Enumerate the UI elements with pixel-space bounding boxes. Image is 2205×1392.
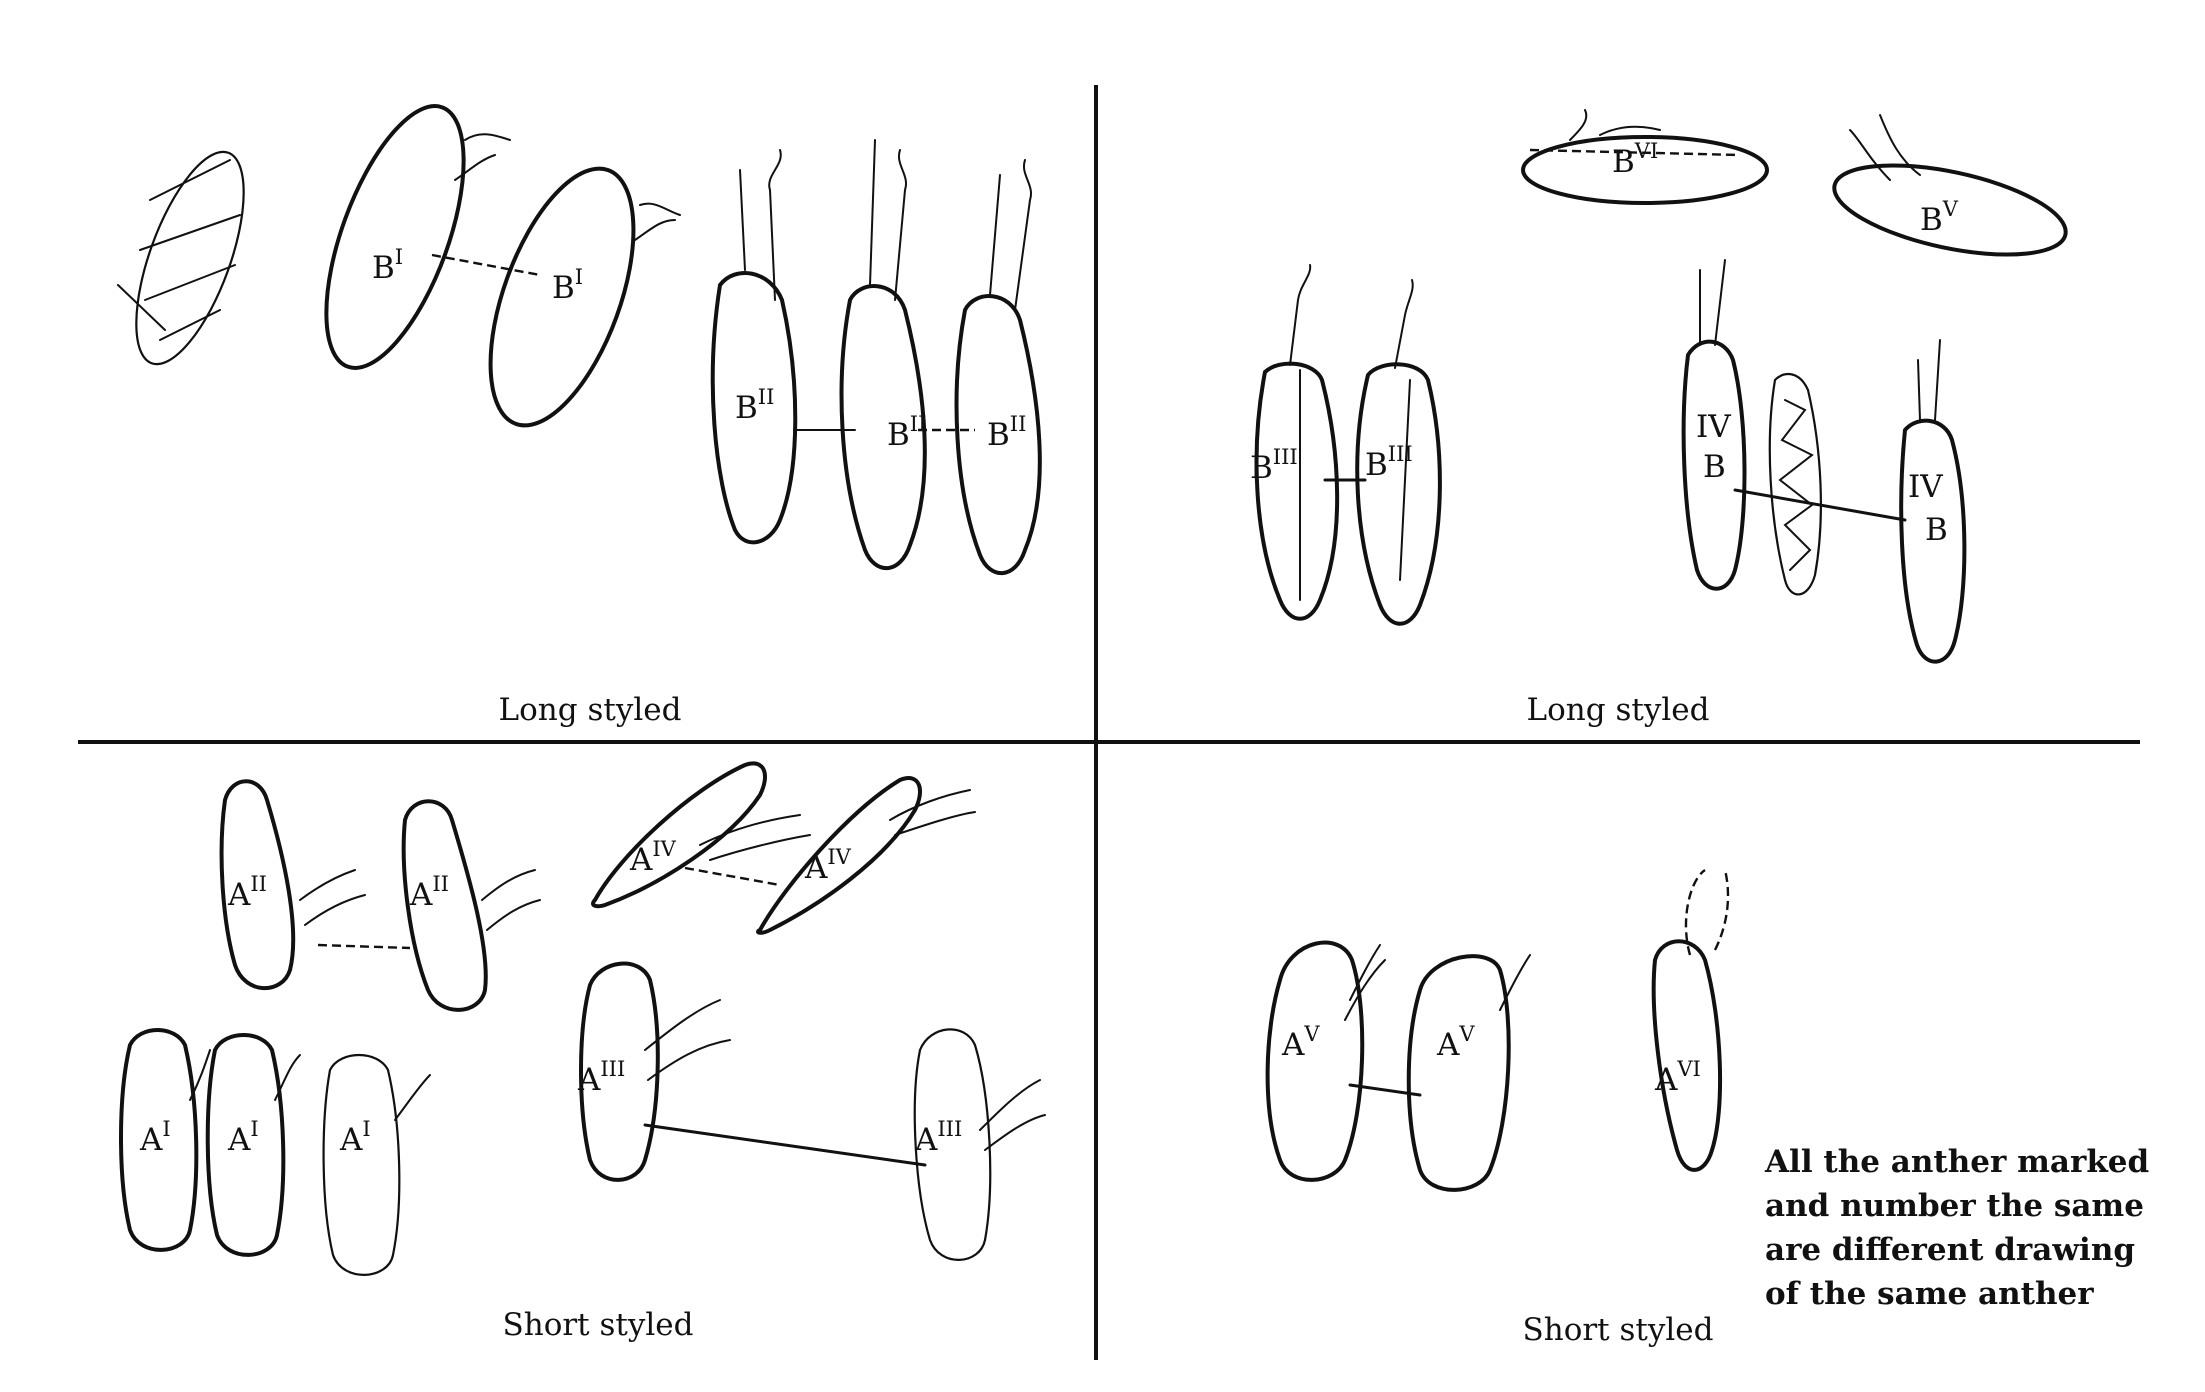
link-a4 (684, 866, 781, 887)
label-a1-c: AI (339, 1117, 371, 1158)
label-a4-left: AIV (629, 837, 677, 878)
label-b4-left: IV (1696, 409, 1731, 445)
label-a1-a: AI (139, 1117, 171, 1158)
label-b1-right: BI (552, 265, 583, 306)
anther-hatched (1768, 372, 1822, 596)
label-b2-b: BII (887, 412, 926, 453)
panel-bottom-right: AV AV AVI All the anther marked and numb… (1265, 869, 2149, 1348)
anther-b2-a (710, 149, 798, 545)
label-a6: AVI (1654, 1057, 1701, 1098)
label-a2-right: AII (409, 872, 449, 913)
label-b4-right: IV (1908, 469, 1943, 505)
label-b3-left: BIII (1250, 445, 1298, 486)
label-a4-right: AIV (804, 845, 852, 886)
note-line-2: and number the same (1765, 1188, 2144, 1224)
label-a3-left: AIII (577, 1057, 625, 1098)
caption-bottom-right: Short styled (1523, 1312, 1714, 1348)
link-b4 (1733, 488, 1907, 522)
anther-a3-left (579, 961, 731, 1182)
anther-a2-left (219, 779, 366, 991)
anther-a3-right (913, 1028, 1046, 1261)
caption-top-left: Long styled (499, 692, 682, 728)
label-b4-left-letter: B (1703, 449, 1726, 485)
note-line-4: of the same anther (1765, 1276, 2094, 1312)
anther-b6 (1521, 109, 1769, 205)
anther-a1-a (119, 1028, 211, 1252)
panel-bottom-left: AII AII AIV AIV AI AI AI AIII AIII Short… (119, 761, 1046, 1343)
panel-top-left: BI BI BII BII BII Long styled (117, 104, 1042, 728)
anther-b2-b (839, 139, 927, 571)
anther-b4-right (1899, 339, 1967, 664)
anther-b1-left (324, 104, 511, 370)
label-a1-b: AI (227, 1117, 259, 1158)
anther-b3-left (1254, 264, 1340, 621)
link-a3 (643, 1123, 927, 1167)
panel-top-right: BVI BV BIII BIII IV B IV B Long styled (1250, 109, 2068, 728)
link-a5 (1348, 1083, 1422, 1097)
anther-b5 (1832, 114, 2068, 257)
anther-a4-left (591, 761, 811, 909)
label-a3-right: AIII (914, 1117, 962, 1158)
link-a2 (317, 943, 411, 950)
label-a5-right: AV (1436, 1022, 1475, 1063)
label-b2-c: BII (987, 412, 1026, 453)
anther-b1-right (488, 166, 681, 428)
label-b5: BV (1920, 197, 1959, 238)
label-b1-left: BI (372, 245, 403, 286)
anther-a6 (1651, 869, 1730, 1172)
label-a5-left: AV (1281, 1022, 1320, 1063)
label-b4-right-letter: B (1925, 512, 1948, 548)
anther-a1-c (322, 1053, 431, 1276)
anther-a5-right (1406, 954, 1531, 1192)
label-b2-a: BII (735, 385, 774, 426)
anther-a4-right (756, 776, 976, 935)
explanatory-note: All the anther marked and number the sam… (1764, 1144, 2149, 1312)
note-line-3: are different drawing (1765, 1232, 2135, 1268)
anther-a5-left (1265, 940, 1386, 1182)
anther-a2-right (401, 799, 541, 1012)
label-b6: BVI (1612, 139, 1658, 180)
label-a2-left: AII (227, 872, 267, 913)
note-line-1: All the anther marked (1764, 1144, 2149, 1180)
anther-b2-c (954, 159, 1042, 576)
anther-unlabeled (117, 150, 245, 366)
caption-bottom-left: Short styled (503, 1307, 694, 1343)
anther-a1-b (205, 1033, 301, 1257)
anther-b3-right (1355, 279, 1442, 626)
caption-top-right: Long styled (1527, 692, 1710, 728)
label-b3-right: BIII (1365, 442, 1413, 483)
anther-b4-left (1681, 259, 1747, 591)
link-b1 (431, 253, 541, 277)
